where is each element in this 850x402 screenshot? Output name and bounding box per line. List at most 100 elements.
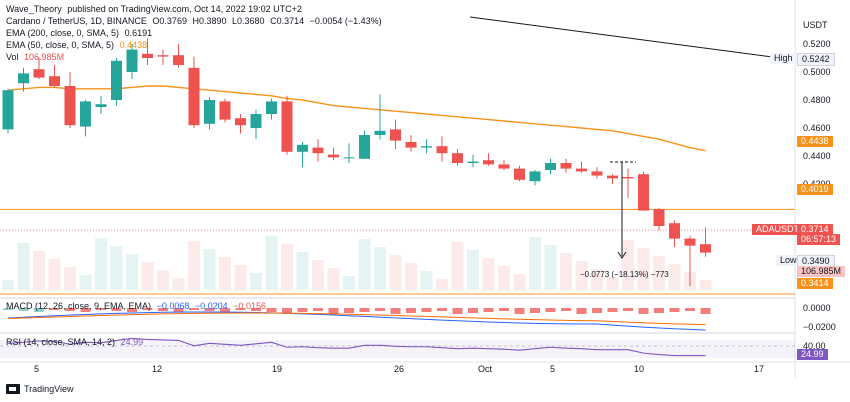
macd-histogram-bar [49,308,60,310]
candle [638,171,649,211]
high-label: High [770,53,797,64]
candles [2,38,711,287]
candle-body [498,164,510,169]
candle [436,136,448,162]
candle-body [204,100,215,124]
candle [235,114,246,134]
ema50-path [7,85,706,152]
signal-line [7,312,706,326]
candle-body [436,146,448,154]
candle [622,168,634,198]
candle [498,160,510,170]
volume-bar [498,266,510,290]
author-name[interactable]: Wave_Theory [6,4,62,14]
time-tick: 19 [272,364,283,374]
measure-label: −0.0773 (−18.13%) −773 [580,270,669,279]
volume-bar [234,265,247,290]
volume-legend[interactable]: Vol 106.985M [6,52,67,63]
candle [297,142,308,168]
tradingview-brand[interactable]: TradingView [6,384,74,394]
macd-histogram-bar [220,308,230,312]
rsi-line [7,337,706,357]
level-price-tag: 0.4019 [797,184,833,195]
macd-histogram-bar [328,308,339,314]
macd-value-3: −0.0156 [233,301,266,311]
macd-legend[interactable]: MACD (12, 26, close, 9, EMA, EMA) −0.006… [6,301,269,312]
macd-histogram-bar [173,308,184,312]
candle-body [281,101,293,152]
ema50-legend[interactable]: EMA (50, close, 0, SMA, 5) 0.4438 [6,40,150,51]
volume-bar [575,261,588,290]
candle [142,38,153,65]
candle-body [95,104,107,107]
candle [173,44,184,68]
candle [343,143,355,163]
ohlc-open: O0.3769 [152,16,187,26]
volume-bar [622,240,634,290]
volume-bar [529,237,541,290]
macd-histogram-bar [561,308,571,311]
publish-info: published on TradingView.com, Oct 14, 20… [67,4,302,14]
volume-bar [513,274,526,290]
volume-bar [374,247,386,290]
candle-body [343,157,355,159]
candle-body [80,101,91,127]
candle-body [483,160,494,165]
candle-body [235,118,246,126]
candle [483,153,494,166]
macd-pane [3,308,711,331]
candle [204,97,215,130]
measure-tool[interactable] [610,161,636,259]
author-line: Wave_Theory published on TradingView.com… [6,4,305,15]
macd-histogram-bar [204,308,215,311]
ema200-line [469,16,796,61]
macd-histogram-bar [700,308,711,314]
macd-histogram-bar [638,308,649,314]
ema200-legend[interactable]: EMA (200, close, 0, SMA, 5) 0.6191 [6,28,155,39]
candle-body [653,209,665,226]
volume-bar [296,252,309,290]
volume-bar [79,275,92,290]
macd-value-1: −0.0068 [156,301,190,311]
volume-bar [250,273,262,290]
candle-body [359,135,370,159]
rsi-pane [0,337,795,358]
ema200-trendline [469,16,796,61]
rsi-label: RSI (14, close, SMA, 14, 2) [6,337,116,347]
candle [64,72,76,128]
bar-countdown: 06:57:13 [797,234,841,245]
candle-body [374,130,386,135]
symbol-title[interactable]: Cardano / TetherUS, 1D, BINANCE [6,16,147,26]
volume-bar [64,267,76,290]
volume-bar [467,250,479,290]
macd-histogram-bar [18,308,29,311]
volume-bar [436,279,448,290]
candle-body [390,129,401,141]
candle-body [622,177,634,179]
candle-body [591,171,603,176]
macd-histogram-bar [3,308,13,310]
volume-bar [606,277,619,290]
macd-histogram-bar [530,308,540,313]
macd-histogram-bar [313,308,323,311]
ohlc-high: H0.3890 [192,16,227,26]
ema50-label: EMA (50, close, 0, SMA, 5) [6,40,115,50]
candle-body [669,223,680,239]
macd-histogram-bar [468,308,478,313]
candle [529,170,541,186]
ema50-line [7,85,706,152]
volume-bar [451,242,464,290]
volume-bar [405,263,417,290]
rsi-legend[interactable]: RSI (14, close, SMA, 14, 2) 24.99 [6,337,146,348]
volume-bar [343,276,355,290]
candle [467,154,479,168]
macd-histogram-bar [34,308,44,312]
candle-body [405,142,417,148]
macd-histogram-bar [251,308,261,311]
candle-body [18,73,29,84]
candle [188,56,200,128]
macd-label: MACD (12, 26, close, 9, EMA, EMA) [6,301,152,311]
tradingview-logo-icon [6,384,20,394]
ohlc-low: L0.3680 [232,16,265,26]
